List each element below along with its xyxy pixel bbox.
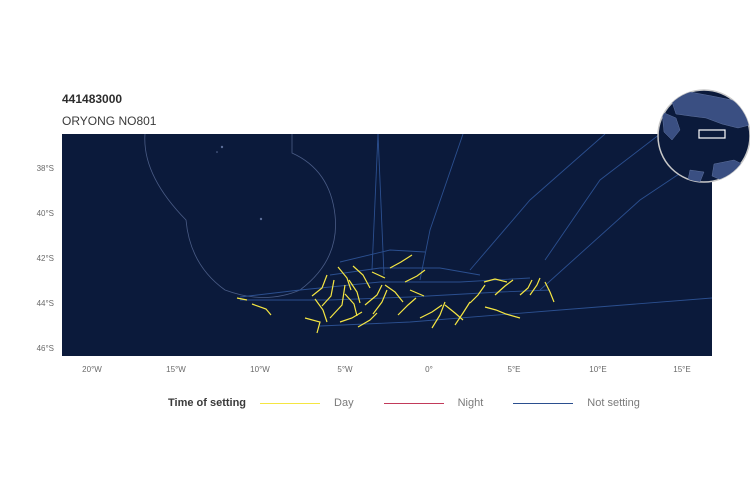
eez-boundary <box>144 134 336 298</box>
legend-label-night: Night <box>457 397 484 409</box>
lon-tick-label: 5°W <box>337 365 353 374</box>
lat-tick-label: 40°S <box>37 209 54 218</box>
lat-tick-label: 42°S <box>37 254 54 263</box>
legend-title: Time of setting <box>168 397 247 409</box>
legend-label-not-setting: Not setting <box>587 397 640 409</box>
globe-inset-icon <box>657 89 750 183</box>
legend-key-day <box>260 402 321 404</box>
legend: Time of setting Day Night Not setting <box>168 395 670 411</box>
map-panel <box>62 134 712 356</box>
lon-tick-label: 20°W <box>82 365 102 374</box>
lat-tick-label: 38°S <box>37 164 54 173</box>
legend-key-not-setting <box>513 402 574 404</box>
legend-key-night <box>383 402 444 404</box>
legend-label-day: Day <box>334 397 354 409</box>
longitude-labels: 20°W 15°W 10°W 5°W 0° 5°E 10°E 15°E <box>82 365 691 374</box>
lon-tick-label: 10°E <box>589 365 606 374</box>
lat-tick-label: 46°S <box>37 344 54 353</box>
island <box>259 217 263 221</box>
lon-tick-label: 15°W <box>166 365 186 374</box>
lat-tick-label: 44°S <box>37 299 54 308</box>
vessel-name-subtitle: ORYONG NO801 <box>62 114 157 128</box>
island <box>216 151 218 153</box>
lon-tick-label: 0° <box>425 365 433 374</box>
day-setting-tracks <box>236 254 555 334</box>
latitude-labels: 38°S 40°S 42°S 44°S 46°S <box>37 164 54 353</box>
lon-tick-label: 5°E <box>508 365 521 374</box>
vessel-id-title: 441483000 <box>62 92 123 106</box>
lon-tick-label: 15°E <box>673 365 690 374</box>
lon-tick-label: 10°W <box>250 365 270 374</box>
island <box>220 145 224 149</box>
